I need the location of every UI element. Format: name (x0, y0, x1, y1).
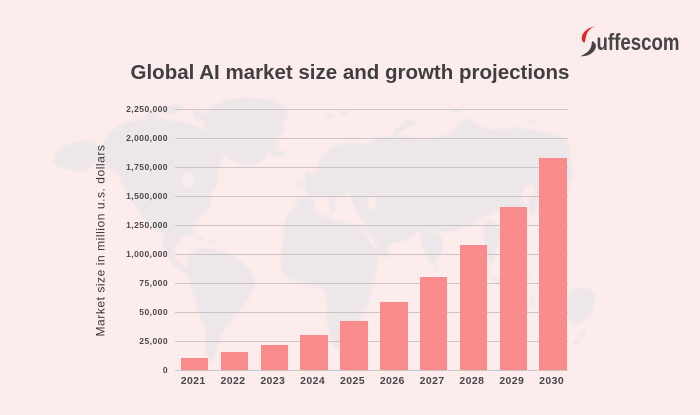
svg-text:uffescom: uffescom (597, 29, 680, 55)
